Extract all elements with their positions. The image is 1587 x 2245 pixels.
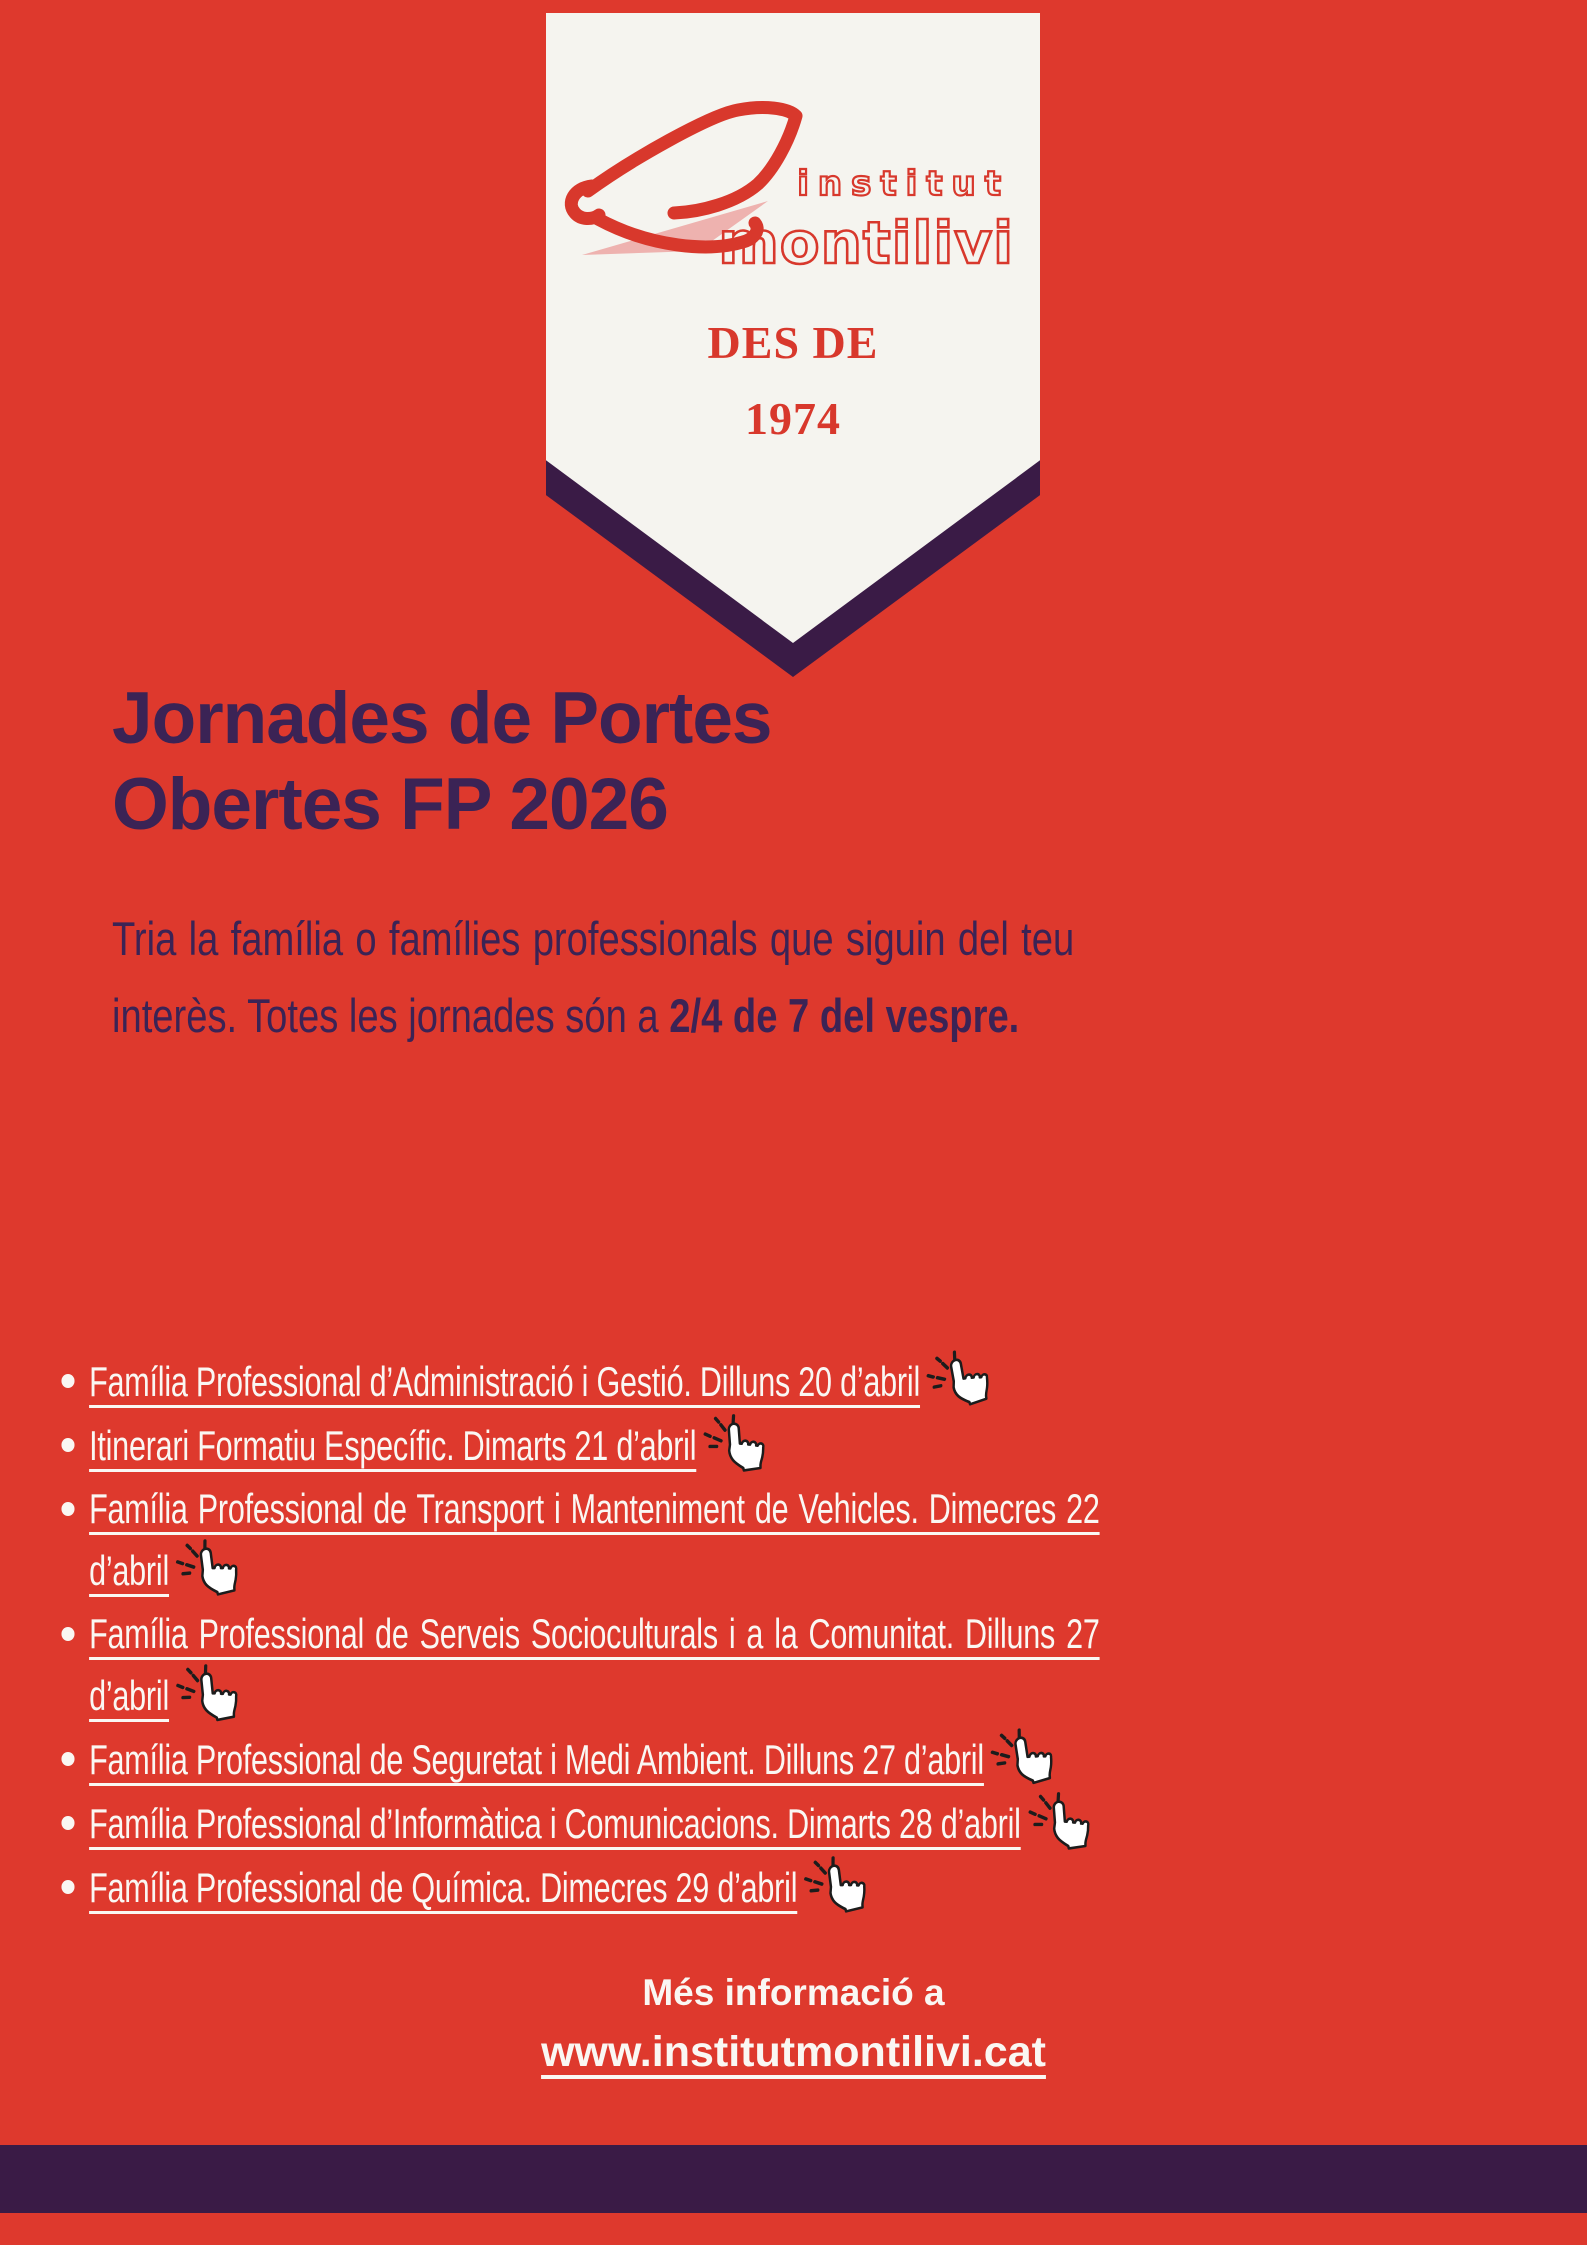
event-link-quimica[interactable]: Família Professional de Química. Dimecre…	[89, 1864, 798, 1911]
list-item: Família Professional de Química. Dimecre…	[60, 1856, 1100, 1920]
event-link-informatica[interactable]: Família Professional d’Informàtica i Com…	[89, 1800, 1021, 1847]
website-link[interactable]: www.institutmontilivi.cat	[541, 2028, 1046, 2076]
event-link-itinerari[interactable]: Itinerari Formatiu Específic. Dimarts 21…	[89, 1422, 697, 1469]
event-link-serveis[interactable]: Família Professional de Serveis Sociocul…	[89, 1610, 1100, 1719]
more-info-label: Més informació a	[642, 1972, 945, 2013]
footer-website: www.institutmontilivi.cat	[0, 2028, 1587, 2077]
list-item: Família Professional d’Administració i G…	[60, 1350, 1100, 1414]
bottom-bar	[0, 2145, 1587, 2213]
click-hand-icon	[701, 1410, 767, 1482]
logo-pink-wing	[582, 201, 768, 255]
intro-paragraph: Tria la família o famílies professionals…	[112, 912, 1075, 1042]
click-hand-icon	[801, 1849, 869, 1927]
event-link-transport[interactable]: Família Professional de Transport i Mant…	[89, 1485, 1100, 1594]
click-hand-icon	[987, 1720, 1056, 1800]
page-title: Jornades de Portes Obertes FP 2026	[112, 678, 773, 845]
list-item: Família Professional de Seguretat i Medi…	[60, 1728, 1100, 1792]
institut-montilivi-logo: institut montilivi	[564, 101, 1014, 278]
list-item: Itinerari Formatiu Específic. Dimarts 21…	[60, 1414, 1100, 1478]
click-hand-icon	[173, 1658, 240, 1733]
list-item: Família Professional de Transport i Mant…	[60, 1478, 1100, 1603]
list-item: Família Professional d’Informàtica i Com…	[60, 1792, 1100, 1856]
event-link-seguretat[interactable]: Família Professional de Seguretat i Medi…	[89, 1736, 984, 1783]
click-hand-icon	[1026, 1788, 1092, 1860]
top-banner: institut montilivi DES DE 1974	[546, 13, 1040, 643]
bird-icon	[564, 101, 803, 254]
logo-word-institut: institut	[797, 164, 1010, 204]
since-1974-label: DES DE 1974	[707, 317, 879, 444]
click-hand-icon	[923, 1341, 994, 1423]
events-list: Família Professional d’Administració i G…	[60, 1350, 1100, 1920]
event-link-administracio[interactable]: Família Professional d’Administració i G…	[89, 1358, 921, 1405]
click-hand-icon	[173, 1532, 241, 1610]
logo-word-montilivi: montilivi	[718, 209, 1014, 277]
list-item: Família Professional de Serveis Sociocul…	[60, 1603, 1100, 1728]
